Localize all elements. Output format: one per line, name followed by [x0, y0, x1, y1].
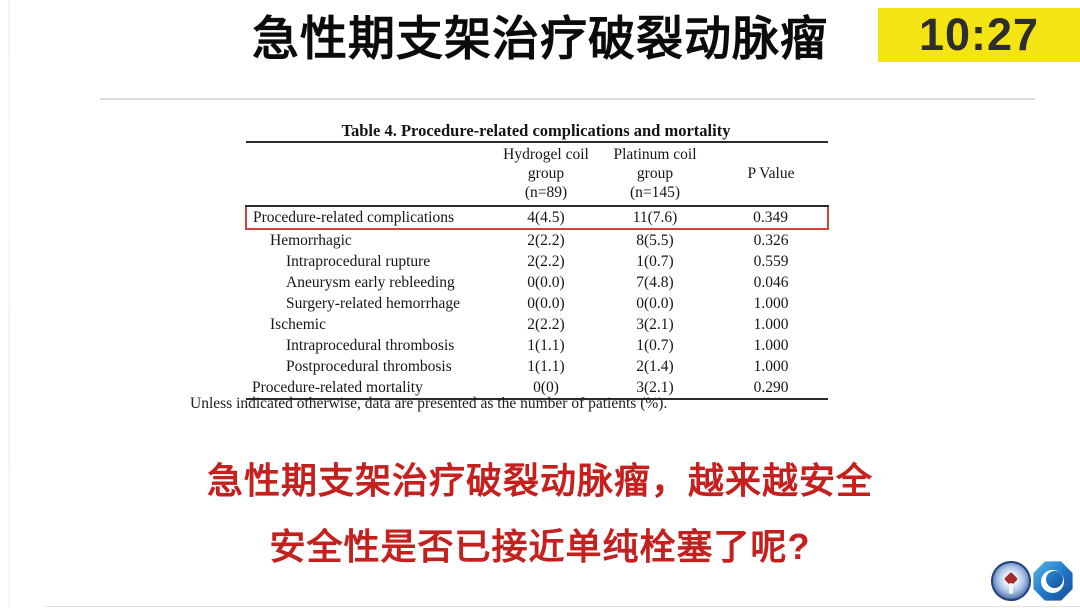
table-row: Intraprocedural rupture 2(2.2) 1(0.7) 0.559	[246, 251, 828, 272]
p-value: 0.326	[753, 232, 789, 249]
results-table: Table 4. Procedure-related complications…	[245, 121, 829, 400]
platinum-value: 1(0.7)	[636, 253, 674, 270]
hydrogel-value: 2(2.2)	[527, 316, 565, 333]
hydrogel-value: 1(1.1)	[527, 337, 565, 354]
hydrogel-value: 0(0.0)	[527, 295, 565, 312]
hydrogel-value: 1(1.1)	[527, 358, 565, 375]
row-label: Aneurysm early rebleeding	[286, 274, 455, 291]
platinum-value: 11(7.6)	[632, 209, 678, 226]
table-header: Hydrogel coil group (n=89) Platinum coil…	[246, 141, 828, 207]
header-platinum-line1: Platinum coil	[613, 146, 697, 163]
header-empty-cell	[246, 141, 496, 207]
hospital-seal-icon	[991, 561, 1031, 601]
row-label: Ischemic	[270, 316, 326, 333]
slide-title: 急性期支架治疗破裂动脉瘤	[252, 12, 828, 65]
octagon-swirl-icon	[1033, 561, 1073, 601]
table-row: Intraprocedural thrombosis 1(1.1) 1(0.7) 1.…	[246, 335, 828, 356]
p-value: 0.349	[753, 209, 788, 226]
p-value: 0.559	[753, 253, 789, 270]
table-row: Postprocedural thrombosis 1(1.1) 2(1.4) 1.0…	[246, 356, 828, 377]
p-value: 1.000	[753, 316, 789, 333]
table-footnote: Unless indicated otherwise, data are pre…	[190, 395, 668, 412]
hydrogel-value: 2(2.2)	[527, 232, 565, 249]
platinum-value: 2(1.4)	[636, 358, 674, 375]
footer-logos	[991, 561, 1073, 601]
header-hydrogel-line1: Hydrogel coil	[503, 146, 589, 163]
row-label: Hemorrhagic	[270, 232, 352, 249]
hydrogel-value: 4(4.5)	[527, 209, 565, 226]
header-platinum-group: Platinum coil group (n=145)	[596, 141, 714, 207]
table-row: Hemorrhagic 2(2.2) 8(5.5) 0.326	[246, 229, 828, 251]
p-value: 1.000	[753, 337, 789, 354]
platinum-value: 3(2.1)	[636, 316, 674, 333]
header-hydrogel-group: Hydrogel coil group (n=89)	[496, 141, 596, 207]
p-value: 0.290	[714, 377, 828, 400]
table-row: Aneurysm early rebleeding 0(0.0) 7(4.8) 0.0…	[246, 272, 828, 293]
p-value: 1.000	[753, 295, 789, 312]
left-edge-artifact	[8, 0, 10, 608]
complications-table: Hydrogel coil group (n=89) Platinum coil…	[245, 141, 829, 400]
header-hydrogel-line2: group	[527, 165, 565, 182]
timer-badge: 10:27	[878, 8, 1080, 62]
table-row: Procedure-related complications 4(4.5) 11(…	[246, 206, 828, 229]
table-row: Procedure-related mortality 0(0) 3(2.1) 0.2…	[246, 377, 828, 400]
conclusion-line-2: 安全性是否已接近单纯栓塞了呢?	[269, 526, 811, 567]
title-divider	[100, 98, 1035, 100]
table-row: Surgery-related hemorrhage 0(0.0) 0(0.0) 1.…	[246, 293, 828, 314]
hydrogel-value: 2(2.2)	[527, 253, 565, 270]
conclusion-line-1: 急性期支架治疗破裂动脉瘤，越来越安全	[206, 460, 873, 501]
p-value: 1.000	[753, 358, 789, 375]
header-platinum-line2: group	[636, 165, 674, 182]
table-title: Table 4. Procedure-related complications…	[341, 121, 731, 140]
platinum-value: 3(2.1)	[596, 377, 714, 400]
p-value: 0.046	[753, 274, 789, 291]
platinum-value: 0(0.0)	[636, 295, 674, 312]
row-label: Intraprocedural thrombosis	[286, 337, 455, 354]
table-body: Procedure-related complications 4(4.5) 11(…	[246, 206, 828, 400]
bottom-edge-line	[45, 606, 1080, 607]
platinum-value: 1(0.7)	[636, 337, 674, 354]
platinum-value: 8(5.5)	[636, 232, 674, 249]
row-label: Procedure-related mortality	[246, 377, 496, 400]
header-platinum-line3: (n=145)	[629, 184, 681, 201]
row-label: Postprocedural thrombosis	[286, 358, 452, 375]
header-pvalue: P Value	[714, 141, 828, 207]
conclusion-text: 急性期支架治疗破裂动脉瘤，越来越安全 安全性是否已接近单纯栓塞了呢?	[0, 458, 1080, 570]
hydrogel-value: 0(0.0)	[527, 274, 565, 291]
hydrogel-value: 0(0)	[496, 377, 596, 400]
row-label: Surgery-related hemorrhage	[286, 295, 461, 312]
platinum-value: 7(4.8)	[636, 274, 674, 291]
row-label: Procedure-related complications	[253, 209, 454, 226]
table-row: Ischemic 2(2.2) 3(2.1) 1.000	[246, 314, 828, 335]
row-label: Intraprocedural rupture	[286, 253, 431, 270]
header-hydrogel-line3: (n=89)	[524, 184, 568, 201]
